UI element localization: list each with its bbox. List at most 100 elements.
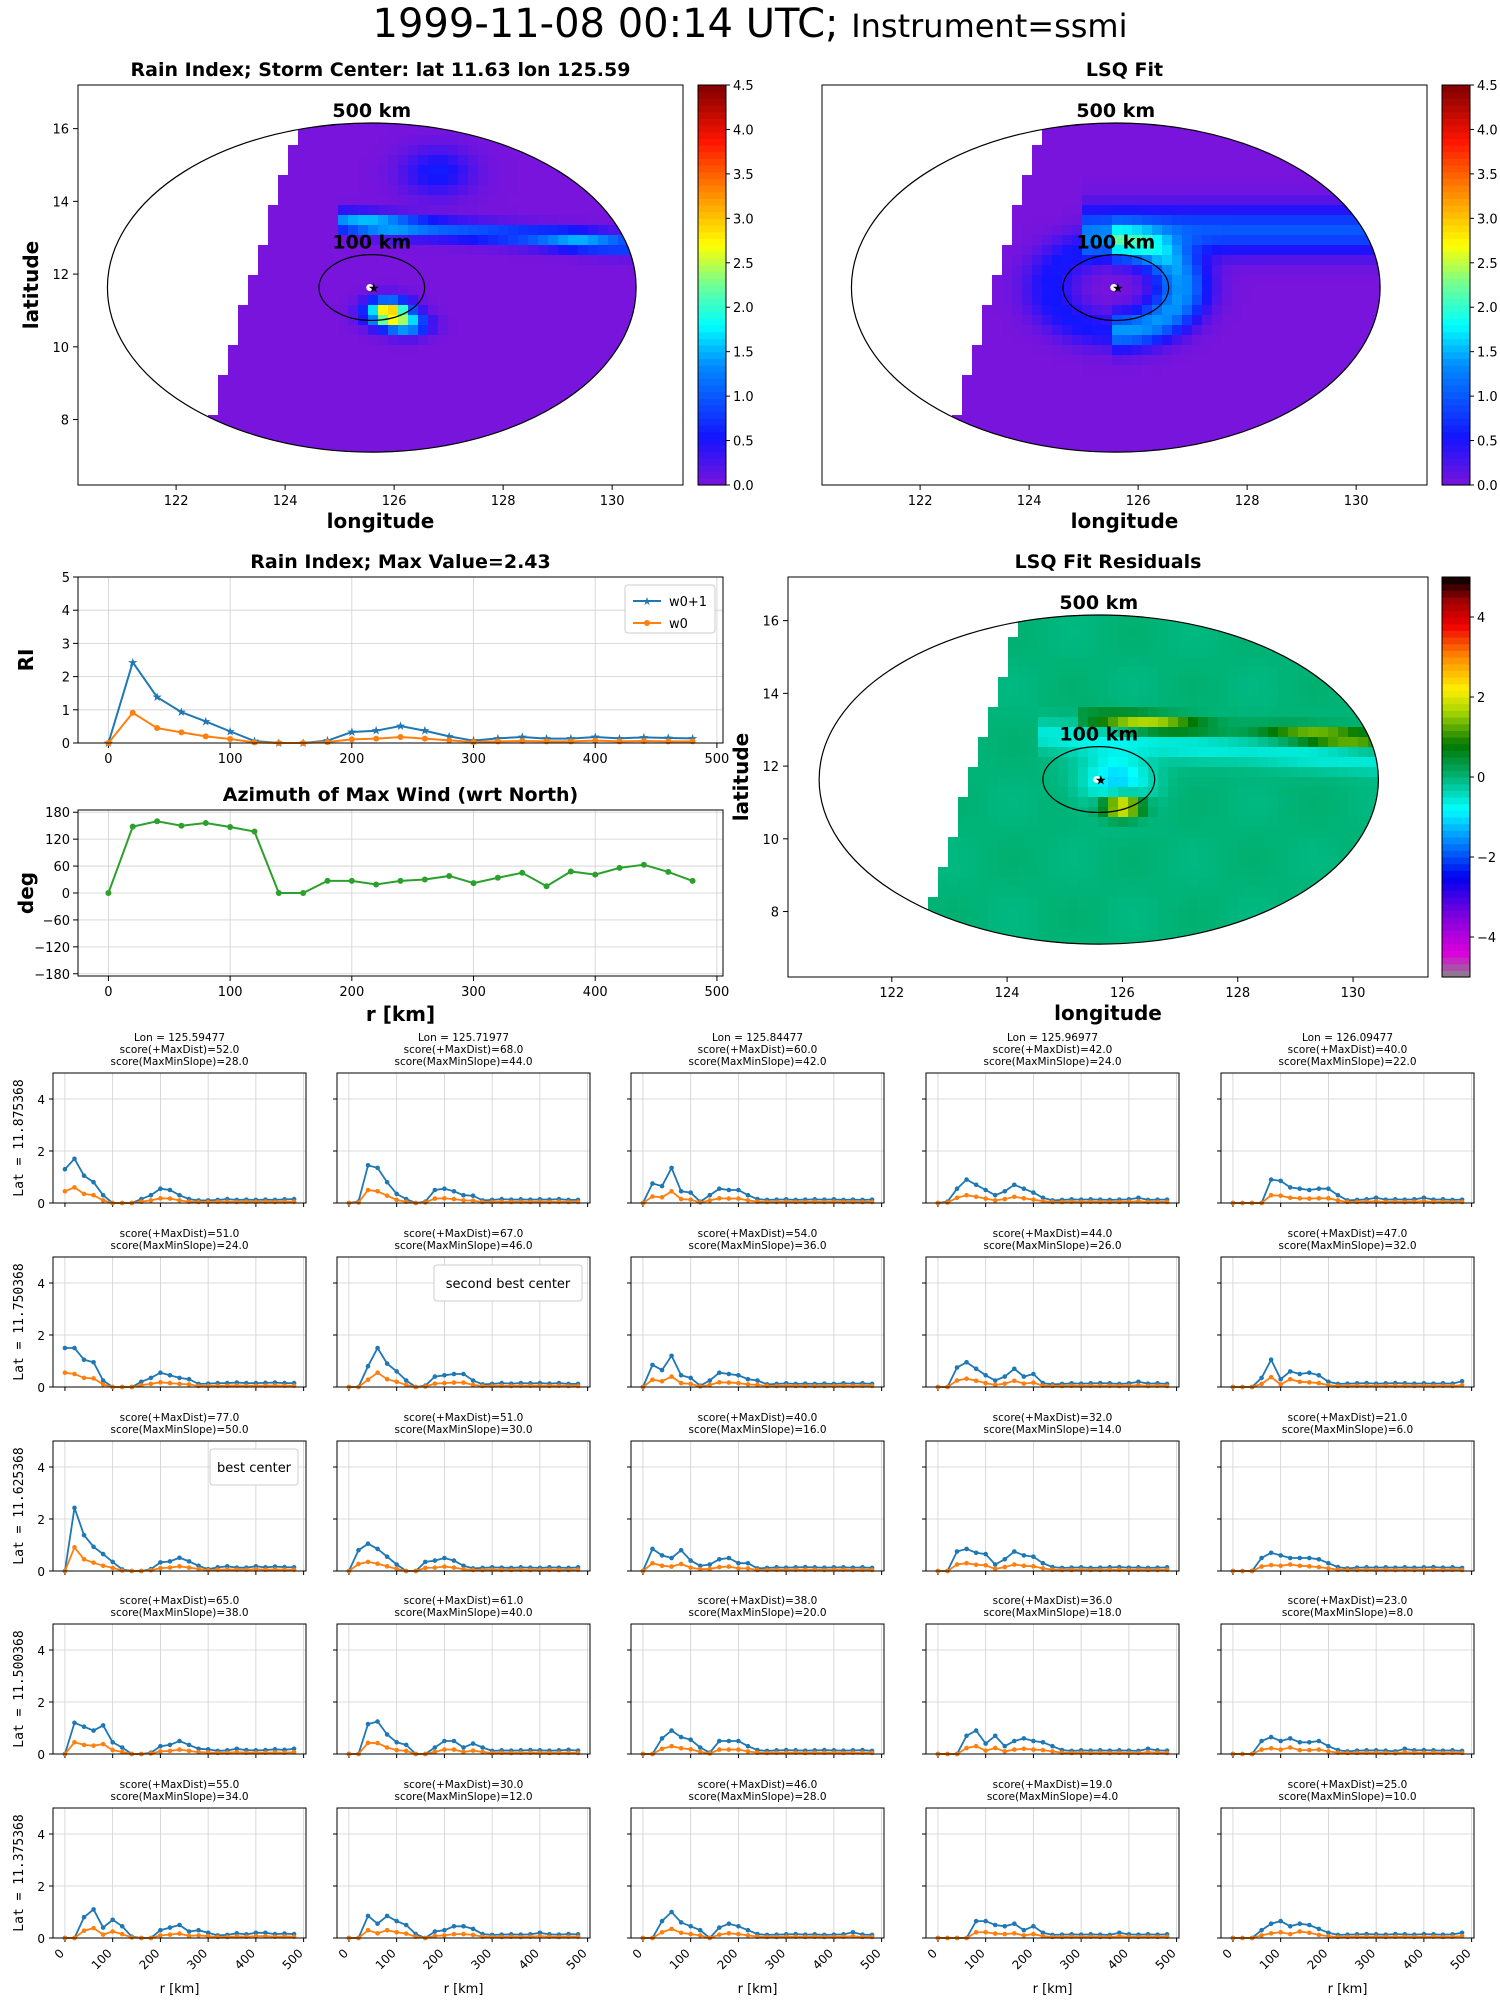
heatmap-cell (1418, 617, 1429, 628)
heatmap-cell (1132, 135, 1143, 146)
heatmap-cell (1162, 165, 1173, 176)
heatmap-cell (1392, 145, 1403, 156)
heatmap-cell (1388, 847, 1399, 858)
heatmap-cell (1172, 235, 1183, 246)
heatmap-cell (1292, 205, 1303, 216)
heatmap-cell (248, 295, 259, 306)
heatmap-cell (428, 122, 439, 126)
heatmap-cell (1302, 85, 1313, 96)
heatmap-cell (1318, 817, 1329, 828)
heatmap-cell (368, 175, 379, 186)
heatmap-cell (268, 465, 279, 476)
heatmap-cell (1122, 365, 1133, 376)
heatmap-cell (1062, 85, 1073, 96)
heatmap-cell (1192, 275, 1203, 286)
center-marker (1110, 284, 1118, 292)
heatmap-cell (1032, 345, 1043, 356)
heatmap-cell (1258, 647, 1269, 658)
heatmap-cell (1168, 767, 1179, 778)
heatmap-cell (558, 255, 569, 266)
heatmap-cell (1072, 475, 1083, 486)
heatmap-cell (638, 345, 649, 356)
heatmap-cell (1352, 265, 1363, 276)
heatmap-cell (458, 325, 469, 336)
heatmap-cell (1118, 837, 1129, 848)
heatmap-cell (398, 235, 409, 246)
heatmap-cell (1142, 185, 1153, 196)
heatmap-cell (1168, 687, 1179, 698)
heatmap-cell (1088, 827, 1099, 838)
heatmap-cell (408, 405, 419, 416)
heatmap-cell (478, 315, 489, 326)
heatmap-cell (1342, 415, 1353, 426)
heatmap-cell (668, 425, 679, 436)
heatmap-cell (598, 375, 609, 386)
heatmap-cell (1338, 657, 1349, 668)
figure-title-instrument: Instrument=ssmi (851, 7, 1128, 45)
heatmap-cell (1078, 757, 1089, 768)
heatmap-cell (398, 335, 409, 346)
heatmap-cell (1388, 587, 1399, 598)
heatmap-cell (1232, 195, 1243, 206)
heatmap-cell (238, 425, 249, 436)
heatmap-cell (1092, 122, 1103, 126)
colorbar-segment (1442, 285, 1470, 293)
heatmap-cell (498, 285, 509, 296)
heatmap-cell (618, 265, 629, 276)
heatmap-cell (618, 245, 629, 256)
heatmap-cell (1282, 435, 1293, 446)
heatmap-cell (358, 155, 369, 166)
heatmap-cell (1192, 105, 1203, 116)
heatmap-cell (972, 475, 983, 486)
heatmap-cell (1172, 85, 1183, 96)
heatmap-cell (1178, 677, 1189, 688)
heatmap-cell (1132, 145, 1143, 156)
heatmap-cell (1142, 165, 1153, 176)
heatmap-cell (1252, 195, 1263, 206)
heatmap-cell (992, 445, 1003, 453)
heatmap-cell (258, 355, 269, 366)
heatmap-cell (398, 425, 409, 436)
heatmap-cell (1268, 777, 1279, 788)
heatmap-cell (648, 85, 659, 96)
x-tick-label: 126 (382, 494, 407, 509)
heatmap-cell (1178, 767, 1189, 778)
heatmap-cell (1222, 122, 1233, 126)
heatmap-cell (1362, 235, 1373, 246)
heatmap-cell (438, 125, 449, 136)
heatmap-cell (358, 122, 369, 126)
heatmap-cell (1298, 677, 1309, 688)
heatmap-cell (1082, 125, 1093, 136)
heatmap-cell (1068, 827, 1079, 838)
heatmap-cell (1192, 345, 1203, 356)
heatmap-cell (408, 85, 419, 96)
heatmap-cell (1272, 155, 1283, 166)
heatmap-cell (1198, 627, 1209, 638)
heatmap-cell (1192, 405, 1203, 416)
heatmap-cell (508, 335, 519, 346)
heatmap-cell (1078, 767, 1089, 778)
heatmap-cell (1348, 617, 1359, 628)
heatmap-cell (1352, 185, 1363, 196)
heatmap-cell (1252, 445, 1263, 453)
heatmap-cell (1078, 615, 1089, 618)
heatmap-cell (1408, 757, 1419, 768)
heatmap-cell (1012, 315, 1023, 326)
heatmap-cell (1008, 667, 1019, 678)
heatmap-cell (1038, 787, 1049, 798)
heatmap-cell (1288, 837, 1299, 848)
heatmap-cell (1372, 405, 1381, 416)
heatmap-cell (558, 405, 569, 416)
heatmap-cell (1032, 375, 1043, 386)
heatmap-cell (1002, 325, 1013, 336)
heatmap-cell (1392, 335, 1403, 346)
heatmap-cell (1118, 827, 1129, 838)
heatmap-cell (548, 235, 559, 246)
heatmap-cell (1192, 285, 1203, 296)
heatmap-cell (1192, 395, 1203, 406)
heatmap-cell (1262, 305, 1273, 316)
heatmap-cell (548, 285, 559, 296)
heatmap-cell (528, 285, 539, 296)
heatmap-cell (318, 195, 329, 206)
heatmap-cell (1288, 797, 1299, 808)
